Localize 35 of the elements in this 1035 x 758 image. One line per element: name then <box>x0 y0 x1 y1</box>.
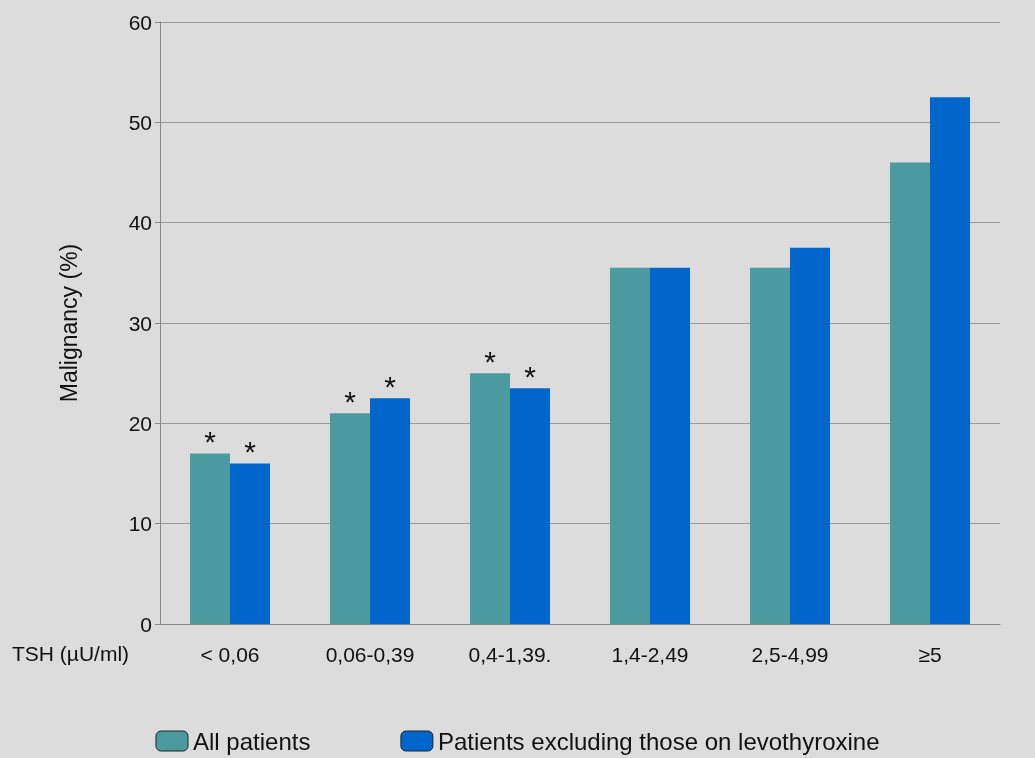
bar <box>330 413 370 624</box>
bar <box>750 267 790 624</box>
bar <box>790 247 830 624</box>
x-tick-label: 0,4-1,39. <box>468 643 552 666</box>
annotation: * <box>524 359 537 393</box>
y-tick-label: 10 <box>128 512 152 536</box>
bar <box>650 267 690 624</box>
x-tick-label: 2,5-4,99 <box>751 643 829 666</box>
annotation: * <box>384 369 397 403</box>
bar <box>890 162 930 624</box>
bar <box>510 388 550 624</box>
x-tick-label: < 0,06 <box>200 643 260 666</box>
y-axis-title: Malignancy (%) <box>55 243 82 403</box>
bar <box>230 463 270 624</box>
x-tick-label: ≥5 <box>918 643 942 666</box>
y-tick-label: 20 <box>128 411 152 435</box>
y-tick-label: 40 <box>128 211 152 235</box>
bar <box>610 267 650 624</box>
bar <box>470 373 510 624</box>
x-tick-label: 1,4-2,49 <box>611 643 689 666</box>
annotation: * <box>344 384 357 418</box>
annotation: * <box>204 424 217 458</box>
x-axis-title: TSH (µU/ml) <box>12 642 130 665</box>
bar <box>930 97 970 624</box>
annotation: * <box>484 344 497 378</box>
bar <box>190 453 230 624</box>
annotation: * <box>244 434 257 468</box>
x-tick-label: 0,06-0,39 <box>325 643 415 666</box>
legend-label: Patients excluding those on levothyroxine <box>437 727 880 755</box>
y-tick-label: 0 <box>140 612 152 636</box>
legend-label: All patients <box>193 727 311 755</box>
y-tick-label: 60 <box>128 10 152 34</box>
y-tick-label: 30 <box>128 311 152 335</box>
bar <box>370 398 410 624</box>
y-tick-label: 50 <box>128 110 152 134</box>
